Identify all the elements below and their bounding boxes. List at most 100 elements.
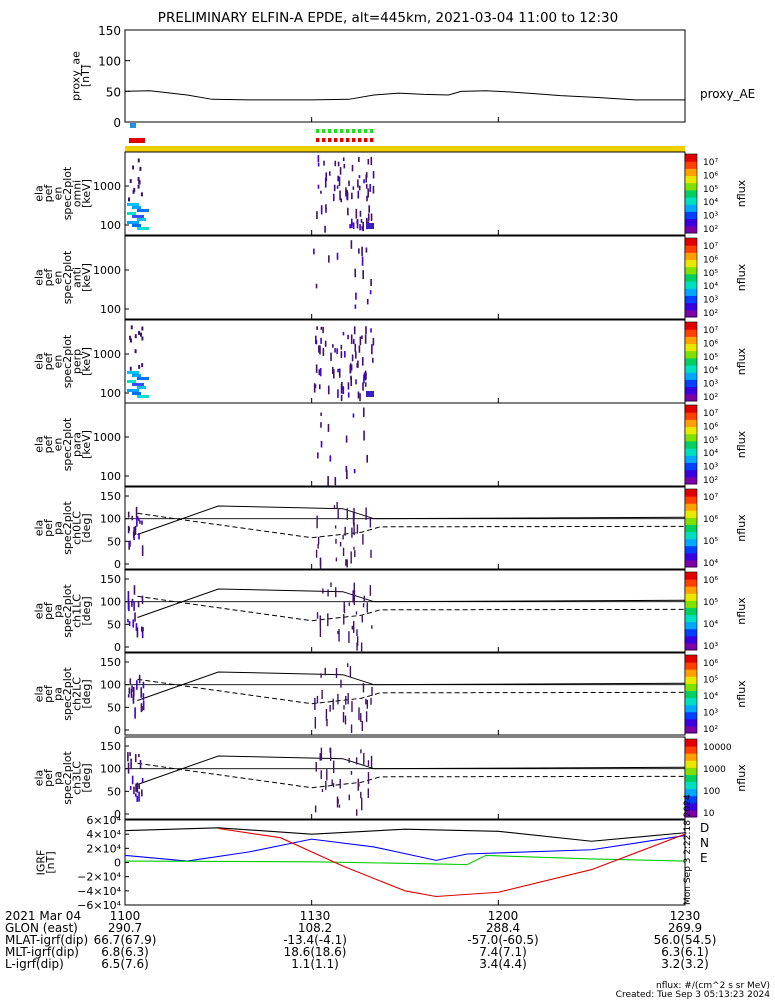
spectrum-perp-tick-label: 1000 <box>93 348 121 361</box>
spectrogram-cell <box>140 332 143 337</box>
spectrogram-cell <box>365 217 368 228</box>
pitch-panel-1-tick-label: 100 <box>100 596 121 609</box>
pitch-spectrogram-cell <box>353 546 355 550</box>
spectrogram-cell <box>340 351 343 358</box>
pitch-spectrogram-cell <box>320 673 322 678</box>
spectrogram-cell <box>372 171 375 179</box>
status-mark-green <box>316 129 320 133</box>
colorbar-cell <box>685 448 697 456</box>
spectrogram-cell <box>365 247 368 253</box>
spectrogram-cell <box>367 213 370 221</box>
spectrogram-cell <box>337 389 339 398</box>
igrf-frame <box>124 819 686 906</box>
colorbar-cell <box>685 259 697 268</box>
spectrogram-cell <box>354 304 357 309</box>
colorbar-tick-label: 10⁶ <box>703 422 718 432</box>
colorbar-tick-label: 10³ <box>703 642 718 652</box>
pitch-spectrogram-cell <box>131 685 133 692</box>
igrf-tick-label: 0 <box>114 857 121 870</box>
colorbar-cell <box>685 273 697 282</box>
spectrogram-cell <box>354 268 357 278</box>
colorbar-cell <box>685 175 697 184</box>
pitch-spectrogram-cell <box>348 794 350 801</box>
colorbar-cell <box>685 774 697 783</box>
pitch-spectrogram-cell <box>142 700 145 711</box>
colorbar-tick-label: 1000 <box>703 765 726 775</box>
colorbar-tick-label: 10³ <box>703 463 718 473</box>
pitch-spectrogram-cell <box>131 775 134 785</box>
pitch-spectrogram-cell <box>134 707 136 711</box>
spectrogram-cell <box>351 354 354 362</box>
pitch-spectrogram-cell <box>351 701 353 713</box>
colorbar-cell <box>685 552 697 561</box>
pitch-spectrogram-cell <box>141 627 144 639</box>
colorbar-cell <box>685 476 697 485</box>
spectrogram-cell <box>320 440 323 448</box>
pitch-spectrogram-cell <box>362 683 365 687</box>
status-mark-green <box>322 129 326 133</box>
spectrogram-cell <box>361 357 364 366</box>
colorbar-cell <box>685 281 697 289</box>
spectrogram-cell <box>317 162 320 167</box>
pitch-spectrogram-cell <box>321 788 324 793</box>
pitch-spectrogram-cell <box>345 695 347 705</box>
pitch-spectrogram-cell <box>348 631 350 644</box>
spectrogram-cell <box>372 185 375 194</box>
colorbar-tick-label: 10⁶ <box>703 255 718 265</box>
spectrogram-cell <box>336 252 339 260</box>
pitch-spectrogram-cell <box>340 679 342 688</box>
spectrogram-cell <box>363 430 365 441</box>
pitch-spectrogram-cell <box>370 549 372 558</box>
colorbar-tick-label: 10⁴ <box>703 198 718 208</box>
colorbar-cell <box>685 767 697 775</box>
status-bar-blue <box>130 123 136 128</box>
spectrogram-cell <box>139 166 142 171</box>
spectrogram-cell <box>132 383 144 386</box>
pitch-spectrogram-cell <box>338 804 341 808</box>
spectrogram-cell <box>334 477 337 486</box>
colorbar-label: nflux <box>735 680 748 708</box>
pitch-panel-0-tick-label: 100 <box>100 513 121 526</box>
colorbar-cell <box>685 690 697 699</box>
spectrogram-cell <box>361 226 364 231</box>
spectrogram-cell <box>325 172 328 181</box>
spectrogram-cell <box>314 384 317 389</box>
pitch-spectrogram-cell <box>369 585 372 596</box>
colorbar-cell <box>685 614 697 623</box>
colorbar-cell <box>685 225 697 234</box>
colorbar-label: nflux <box>735 430 748 458</box>
spectrogram-cell <box>327 385 330 395</box>
pitch-spectrogram-cell <box>134 793 137 797</box>
colorbar-tick-label: 10⁵ <box>703 436 718 446</box>
spectrogram-cell <box>327 423 330 432</box>
pitch-spectrogram-cell <box>337 798 339 804</box>
spectrogram-cell <box>340 198 343 203</box>
colorbar-frame <box>684 321 698 402</box>
pitch-spectrogram-cell <box>127 752 129 762</box>
spectrogram-cell <box>358 156 360 162</box>
colorbar-cell <box>685 372 697 380</box>
spectrum-para-tick-label: 100 <box>100 470 121 483</box>
pitch-spectrogram-cell <box>131 601 133 607</box>
spectrogram-cell <box>338 176 341 187</box>
pitch-spectrogram-cell <box>332 783 335 788</box>
proxy-ae-ylabel: proxy_ae[nT] <box>69 51 92 101</box>
pitch-panel-0-tick-label: 0 <box>114 558 121 571</box>
pitch-spectrogram-cell <box>134 612 136 622</box>
pitch-spectrogram-cell <box>325 709 328 721</box>
colorbar-tick-label: 10⁴ <box>703 366 718 376</box>
colorbar-tick-label: 10³ <box>703 380 718 390</box>
colorbar-tick-label: 10⁷ <box>703 326 718 336</box>
pitch-spectrogram-cell <box>362 683 365 693</box>
pitch-panel-2-tick-label: 50 <box>107 701 121 714</box>
spectrogram-cell <box>331 366 334 374</box>
pitch-spectrogram-cell <box>350 724 353 733</box>
spectrogram-cell <box>140 192 143 197</box>
pitch-panel-1-frame <box>124 569 686 653</box>
spectrogram-cell <box>313 383 316 393</box>
spectrogram-cell <box>342 157 345 162</box>
spectrogram-cell <box>320 205 323 215</box>
spectrogram-cell <box>141 326 144 331</box>
spectrogram-cell <box>347 392 350 398</box>
colorbar-cell <box>685 343 697 352</box>
